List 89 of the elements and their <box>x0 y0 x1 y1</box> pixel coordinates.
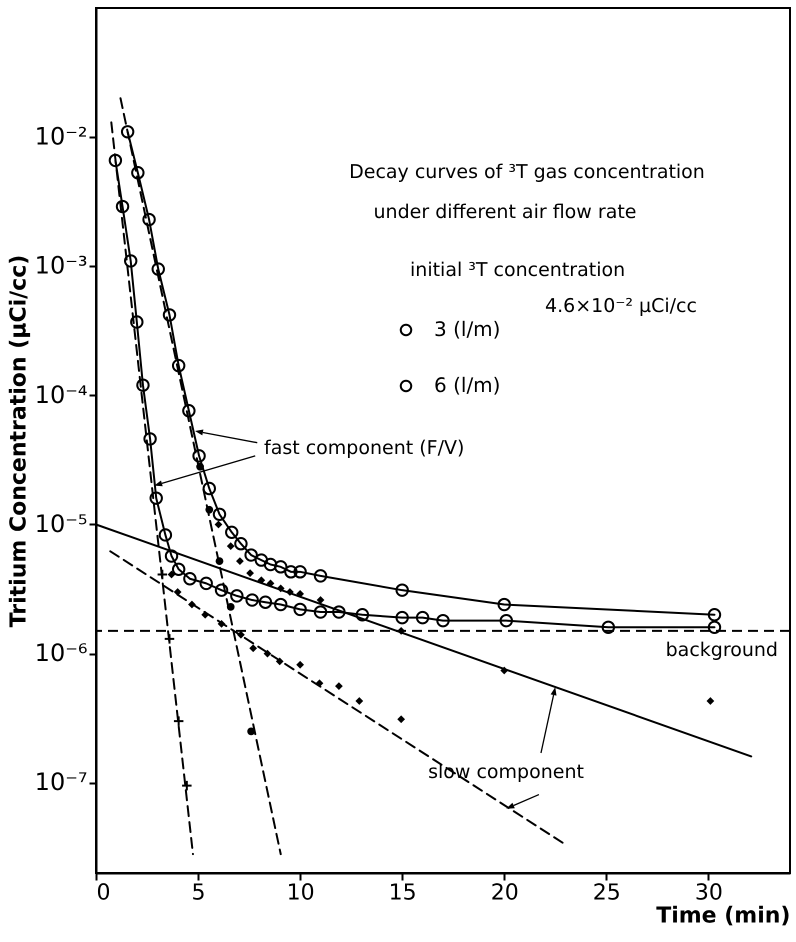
point <box>416 610 430 624</box>
y-axis-title: Tritium Concentration (μCi/cc) <box>6 254 32 628</box>
legend-label: 6 (l/m) <box>434 373 500 397</box>
point <box>602 620 616 634</box>
y-tick-label: 10⁻⁷ <box>34 768 88 796</box>
point <box>108 154 122 168</box>
point <box>214 520 222 528</box>
x-tick-label: 5 <box>192 880 206 906</box>
point <box>152 262 165 276</box>
point <box>395 610 409 624</box>
x-tick-label: 25 <box>592 880 621 906</box>
text: under different air flow rate <box>374 201 636 223</box>
point <box>356 608 370 622</box>
point <box>164 633 176 645</box>
point <box>143 432 157 446</box>
point <box>316 596 324 604</box>
point <box>214 583 228 597</box>
x-tick-label: 30 <box>694 880 723 906</box>
point <box>293 565 307 579</box>
point <box>182 404 196 418</box>
point <box>245 593 259 607</box>
point <box>142 212 156 226</box>
point <box>274 598 288 612</box>
annotation: 4.6×10⁻² μCi/cc <box>545 295 697 317</box>
point <box>500 614 513 628</box>
point <box>293 602 307 616</box>
annotation: initial ³T concentration <box>410 259 626 281</box>
point <box>258 596 272 609</box>
point <box>158 528 172 542</box>
point <box>202 482 216 496</box>
point <box>436 614 450 628</box>
point <box>120 125 134 138</box>
point <box>131 166 145 180</box>
point <box>226 542 235 550</box>
point <box>236 557 244 566</box>
point <box>150 491 163 505</box>
x-tick-label: 0 <box>96 880 110 906</box>
point <box>284 565 298 579</box>
point <box>708 620 722 634</box>
point <box>168 570 176 578</box>
x-tick-label: 20 <box>490 880 519 906</box>
point <box>212 508 226 521</box>
point <box>225 526 238 539</box>
point <box>706 697 714 705</box>
point <box>264 558 278 572</box>
x-tick-label: 15 <box>388 880 417 906</box>
ref-line-label: background <box>666 638 778 661</box>
point <box>230 589 244 603</box>
point <box>249 644 258 652</box>
point <box>397 715 406 724</box>
point <box>274 560 288 574</box>
point <box>296 660 304 669</box>
point <box>172 715 184 727</box>
point <box>174 588 182 596</box>
point <box>162 308 176 322</box>
point <box>246 569 254 578</box>
point <box>314 569 328 583</box>
point <box>172 358 186 372</box>
point <box>708 608 722 622</box>
point <box>335 682 343 690</box>
point <box>130 315 144 329</box>
point <box>181 780 193 792</box>
point <box>498 598 511 612</box>
point <box>116 200 130 214</box>
point <box>136 378 150 392</box>
y-tick-label: 10⁻² <box>34 122 88 151</box>
y-tick-label: 10⁻⁵ <box>34 510 88 538</box>
point <box>244 548 258 562</box>
point <box>124 254 138 268</box>
point <box>314 605 328 619</box>
x-axis-title: Time (min) <box>656 904 790 928</box>
point <box>254 553 268 567</box>
point <box>200 576 213 590</box>
y-tick-label: 10⁻⁴ <box>34 380 88 409</box>
point <box>355 697 364 705</box>
point <box>156 568 168 580</box>
y-tick-label: 10⁻⁶ <box>34 639 88 668</box>
point <box>164 549 178 563</box>
text: Decay curves of ³T gas concentration <box>349 161 705 183</box>
x-tick-label: 10 <box>286 880 315 906</box>
point <box>172 562 186 576</box>
point <box>234 537 248 550</box>
y-tick-label: 10⁻³ <box>34 252 88 280</box>
point <box>395 583 409 597</box>
point <box>332 605 346 619</box>
point <box>192 449 206 463</box>
point <box>183 572 197 586</box>
legend-label: 3 (l/m) <box>434 317 500 341</box>
annotation: fast component (F/V) <box>264 437 464 459</box>
